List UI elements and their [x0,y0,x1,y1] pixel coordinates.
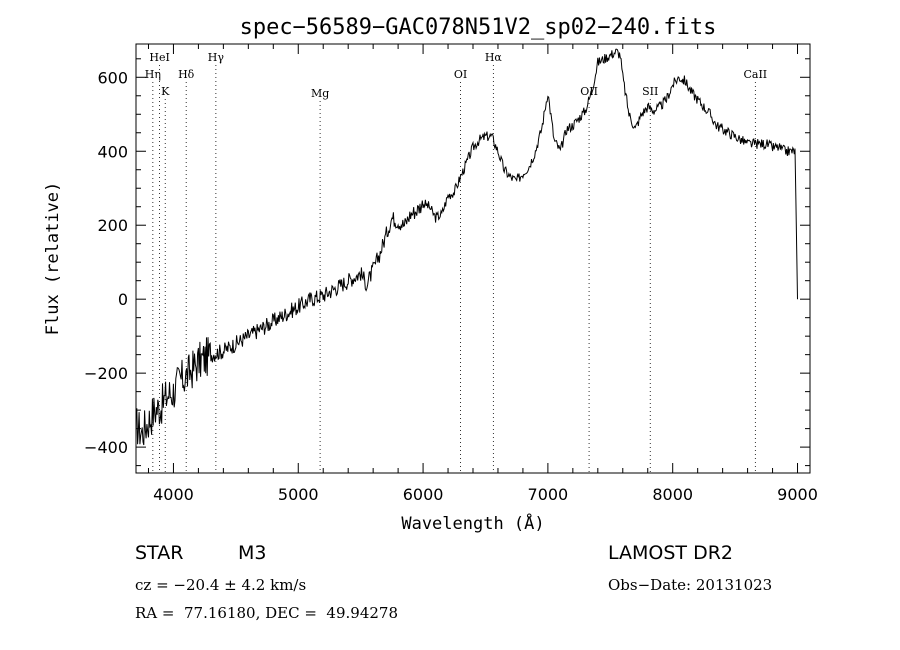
x-tick-label: 6000 [403,485,444,504]
spectral-line-label: SII [642,85,658,98]
spectral-line-label: CaII [743,68,767,81]
observation-date: Obs−Date: 20131023 [608,576,773,594]
spectral-line-label: Mg [311,87,329,100]
x-tick-label: 4000 [153,485,194,504]
y-tick-label: −200 [84,364,128,383]
spectral-line-label: OI [454,68,467,81]
x-tick-label: 9000 [777,485,818,504]
spectral-line-label: Hα [485,51,503,64]
y-tick-label: 200 [97,216,128,235]
y-axis-label: Flux (relative) [43,182,63,336]
coordinates-text: RA = 77.16180, DEC = 49.94278 [135,604,399,622]
spectral-class: M3 [238,542,267,564]
spectral-line-label: Hη [145,68,161,81]
spectral-line-label: Hδ [178,68,195,81]
y-tick-label: −400 [84,438,128,457]
spectral-line-label: Hγ [208,51,225,64]
survey-label: LAMOST DR2 [608,542,733,564]
spectral-line-label: K [161,85,170,98]
x-tick-label: 7000 [528,485,569,504]
chart-title: spec−56589−GAC078N51V2_sp02−240.fits [240,15,717,40]
y-tick-label: 400 [97,142,128,161]
spectral-line-label: OII [580,85,598,98]
spectral-line-label: HeI [149,51,169,64]
object-type: STAR [135,542,184,564]
spectrum-line [135,48,798,446]
x-tick-label: 8000 [652,485,693,504]
y-tick-label: 600 [97,68,128,87]
x-axis-label: Wavelength (Å) [401,512,544,534]
y-tick-label: 0 [118,290,128,309]
x-tick-label: 5000 [278,485,319,504]
redshift-text: cz = −20.4 ± 4.2 km/s [135,576,307,594]
